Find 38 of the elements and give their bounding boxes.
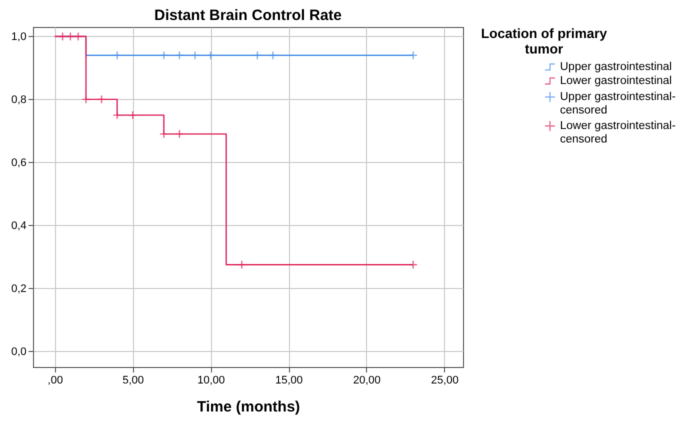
x-tick-label: 20,00 — [353, 374, 381, 386]
point — [268, 50, 278, 60]
point — [112, 110, 122, 120]
point — [81, 94, 90, 104]
chart-title: Distant Brain Control Rate — [154, 7, 342, 24]
y-tick-label: 0,2 — [11, 282, 26, 295]
y-tick-label: 0,0 — [11, 346, 26, 358]
point — [159, 50, 168, 60]
x-axis-title: Time (months) — [196, 398, 300, 416]
y-tick-label: 0,4 — [11, 220, 26, 232]
point — [159, 130, 168, 139]
point — [408, 50, 418, 60]
point — [174, 50, 184, 60]
legend-label: Upper gastrointestinal — [560, 61, 672, 73]
point — [112, 50, 122, 60]
legend-title: Location of primary tumor — [480, 26, 608, 56]
point — [190, 50, 200, 60]
x-tick-label: 10,00 — [197, 374, 225, 386]
legend-label: Lower gastrointestinal-censored — [560, 120, 676, 146]
point — [408, 260, 418, 270]
x-tick-label: 25,00 — [431, 374, 459, 386]
x-tick-label: 15,00 — [275, 374, 303, 386]
y-tick-label: 0,8 — [11, 94, 26, 106]
point — [252, 50, 262, 60]
y-tick-label: 1,0 — [11, 30, 26, 43]
legend-label: Upper gastrointestinal-censored — [560, 91, 676, 116]
point — [206, 50, 216, 60]
y-tick-label: 0,6 — [11, 156, 26, 169]
point — [97, 94, 106, 104]
point — [174, 130, 184, 139]
x-tick-label: 5,00 — [122, 374, 144, 386]
point — [58, 32, 68, 41]
point — [74, 32, 83, 41]
x-tick-label: ,00 — [48, 374, 63, 386]
point — [66, 32, 75, 41]
point — [128, 110, 138, 120]
legend-label: Lower gastrointestinal — [560, 75, 672, 87]
point — [237, 260, 246, 270]
